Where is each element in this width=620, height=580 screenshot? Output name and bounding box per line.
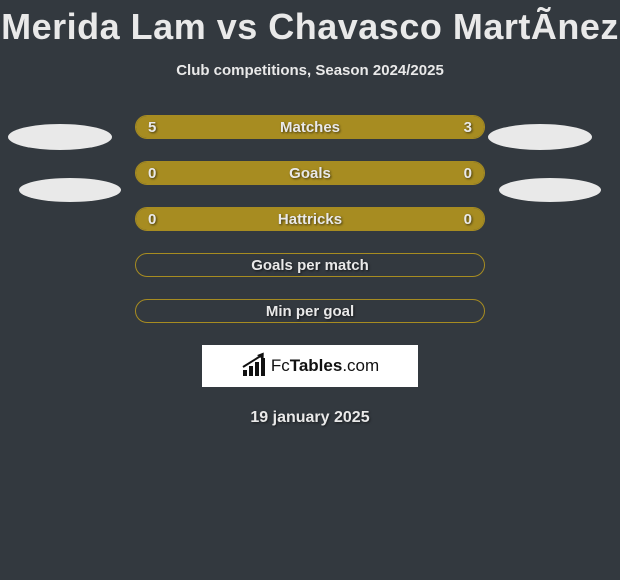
stat-label: Matches	[136, 116, 484, 138]
stat-label: Goals per match	[136, 254, 484, 276]
logo-text-bold: Tables	[290, 356, 343, 375]
stat-label: Hattricks	[136, 208, 484, 230]
stat-label: Min per goal	[136, 300, 484, 322]
snapshot-date: 19 january 2025	[0, 409, 620, 427]
logo-text: FcTables.com	[271, 356, 379, 376]
avatar-placeholder-oval	[8, 124, 112, 150]
stat-row: Goals per match	[135, 253, 485, 277]
page-title: Merida Lam vs Chavasco MartÃnez	[0, 0, 620, 48]
avatar-placeholder-oval	[499, 178, 601, 202]
avatar-placeholder-oval	[19, 178, 121, 202]
logo-text-prefix: Fc	[271, 356, 290, 375]
logo-text-suffix: .com	[342, 356, 379, 375]
fctables-logo: FcTables.com	[202, 345, 418, 387]
stat-label: Goals	[136, 162, 484, 184]
stat-row: 00Hattricks	[135, 207, 485, 231]
stat-row: 53Matches	[135, 115, 485, 139]
season-subtitle: Club competitions, Season 2024/2025	[0, 62, 620, 79]
avatar-placeholder-oval	[488, 124, 592, 150]
logo-chart-icon	[241, 356, 267, 376]
stat-row: 00Goals	[135, 161, 485, 185]
stat-row: Min per goal	[135, 299, 485, 323]
